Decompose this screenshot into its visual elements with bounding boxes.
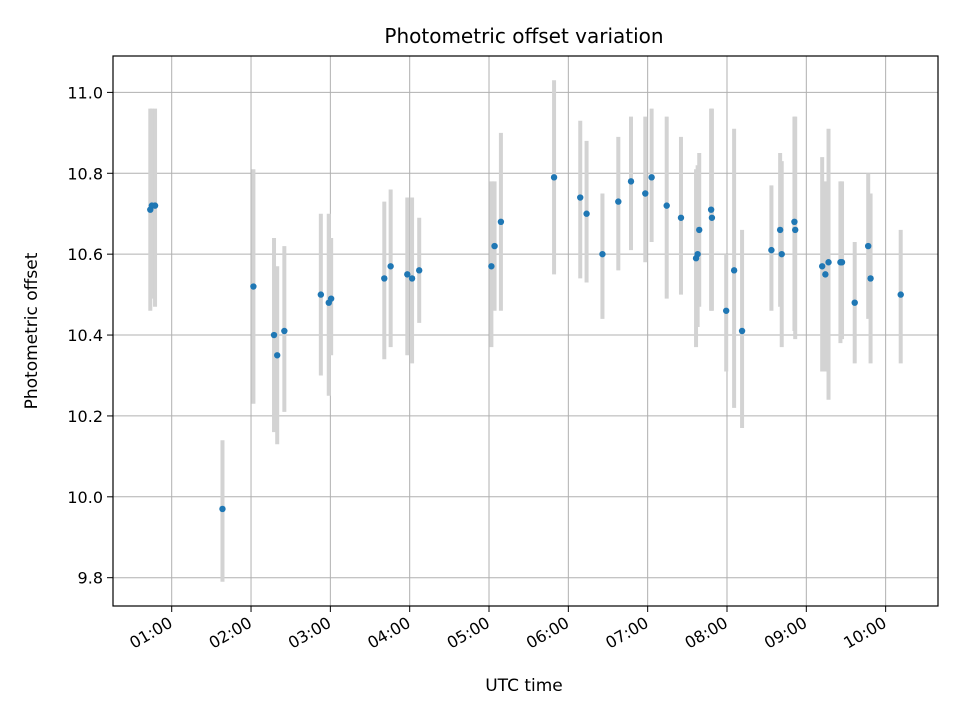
data-point [497, 218, 505, 226]
data-point [599, 250, 606, 258]
data-point [696, 226, 703, 234]
data-point [317, 291, 325, 298]
data-point [778, 250, 785, 258]
data-point [387, 263, 394, 270]
x-axis-label: UTC time [485, 676, 563, 696]
data-point [648, 174, 655, 181]
data-points [147, 174, 904, 513]
data-point [491, 242, 498, 250]
data-point [408, 275, 416, 282]
data-point [550, 174, 558, 181]
data-point [381, 275, 388, 282]
data-point [738, 327, 746, 335]
data-point [818, 263, 826, 270]
data-point [577, 194, 584, 201]
data-point [663, 202, 670, 209]
data-point [867, 275, 874, 282]
chart-title: Photometric offset variation [384, 24, 663, 48]
data-point [708, 214, 716, 221]
data-point [822, 271, 829, 278]
data-point [730, 267, 738, 274]
data-point [404, 271, 411, 278]
y-tick-label: 9.8 [78, 569, 103, 588]
data-point [219, 505, 226, 513]
data-point [642, 190, 649, 197]
y-tick-label: 10.0 [67, 488, 103, 507]
data-point [776, 226, 784, 234]
data-point [838, 259, 846, 266]
data-point [274, 352, 281, 359]
grid [113, 56, 938, 606]
y-tick-label: 10.4 [67, 326, 103, 345]
y-axis-label: Photometric offset [22, 252, 42, 409]
data-point [327, 295, 335, 302]
data-point [615, 198, 622, 205]
y-axis-ticks: 9.8 10.0 10.2 10.4 10.6 10.8 11.0 [67, 83, 113, 588]
data-point [851, 299, 858, 306]
data-point [627, 178, 635, 185]
data-point [694, 250, 701, 258]
data-point [707, 206, 715, 213]
data-point [281, 327, 288, 335]
data-point [250, 283, 257, 290]
data-point [677, 214, 685, 221]
data-point [791, 218, 798, 226]
data-point [151, 202, 159, 209]
data-point [722, 307, 730, 314]
data-point [488, 263, 495, 270]
plot-frame [112, 55, 939, 607]
data-point [897, 291, 904, 298]
data-point [583, 210, 590, 217]
y-tick-label: 10.8 [67, 164, 103, 183]
y-tick-label: 10.2 [67, 407, 103, 426]
y-tick-label: 10.6 [67, 245, 103, 264]
data-point [416, 267, 423, 274]
y-tick-label: 11.0 [67, 83, 103, 102]
data-point [792, 226, 799, 234]
data-point [270, 331, 278, 339]
data-point [768, 246, 775, 254]
data-point [825, 259, 832, 266]
data-point [864, 242, 872, 250]
